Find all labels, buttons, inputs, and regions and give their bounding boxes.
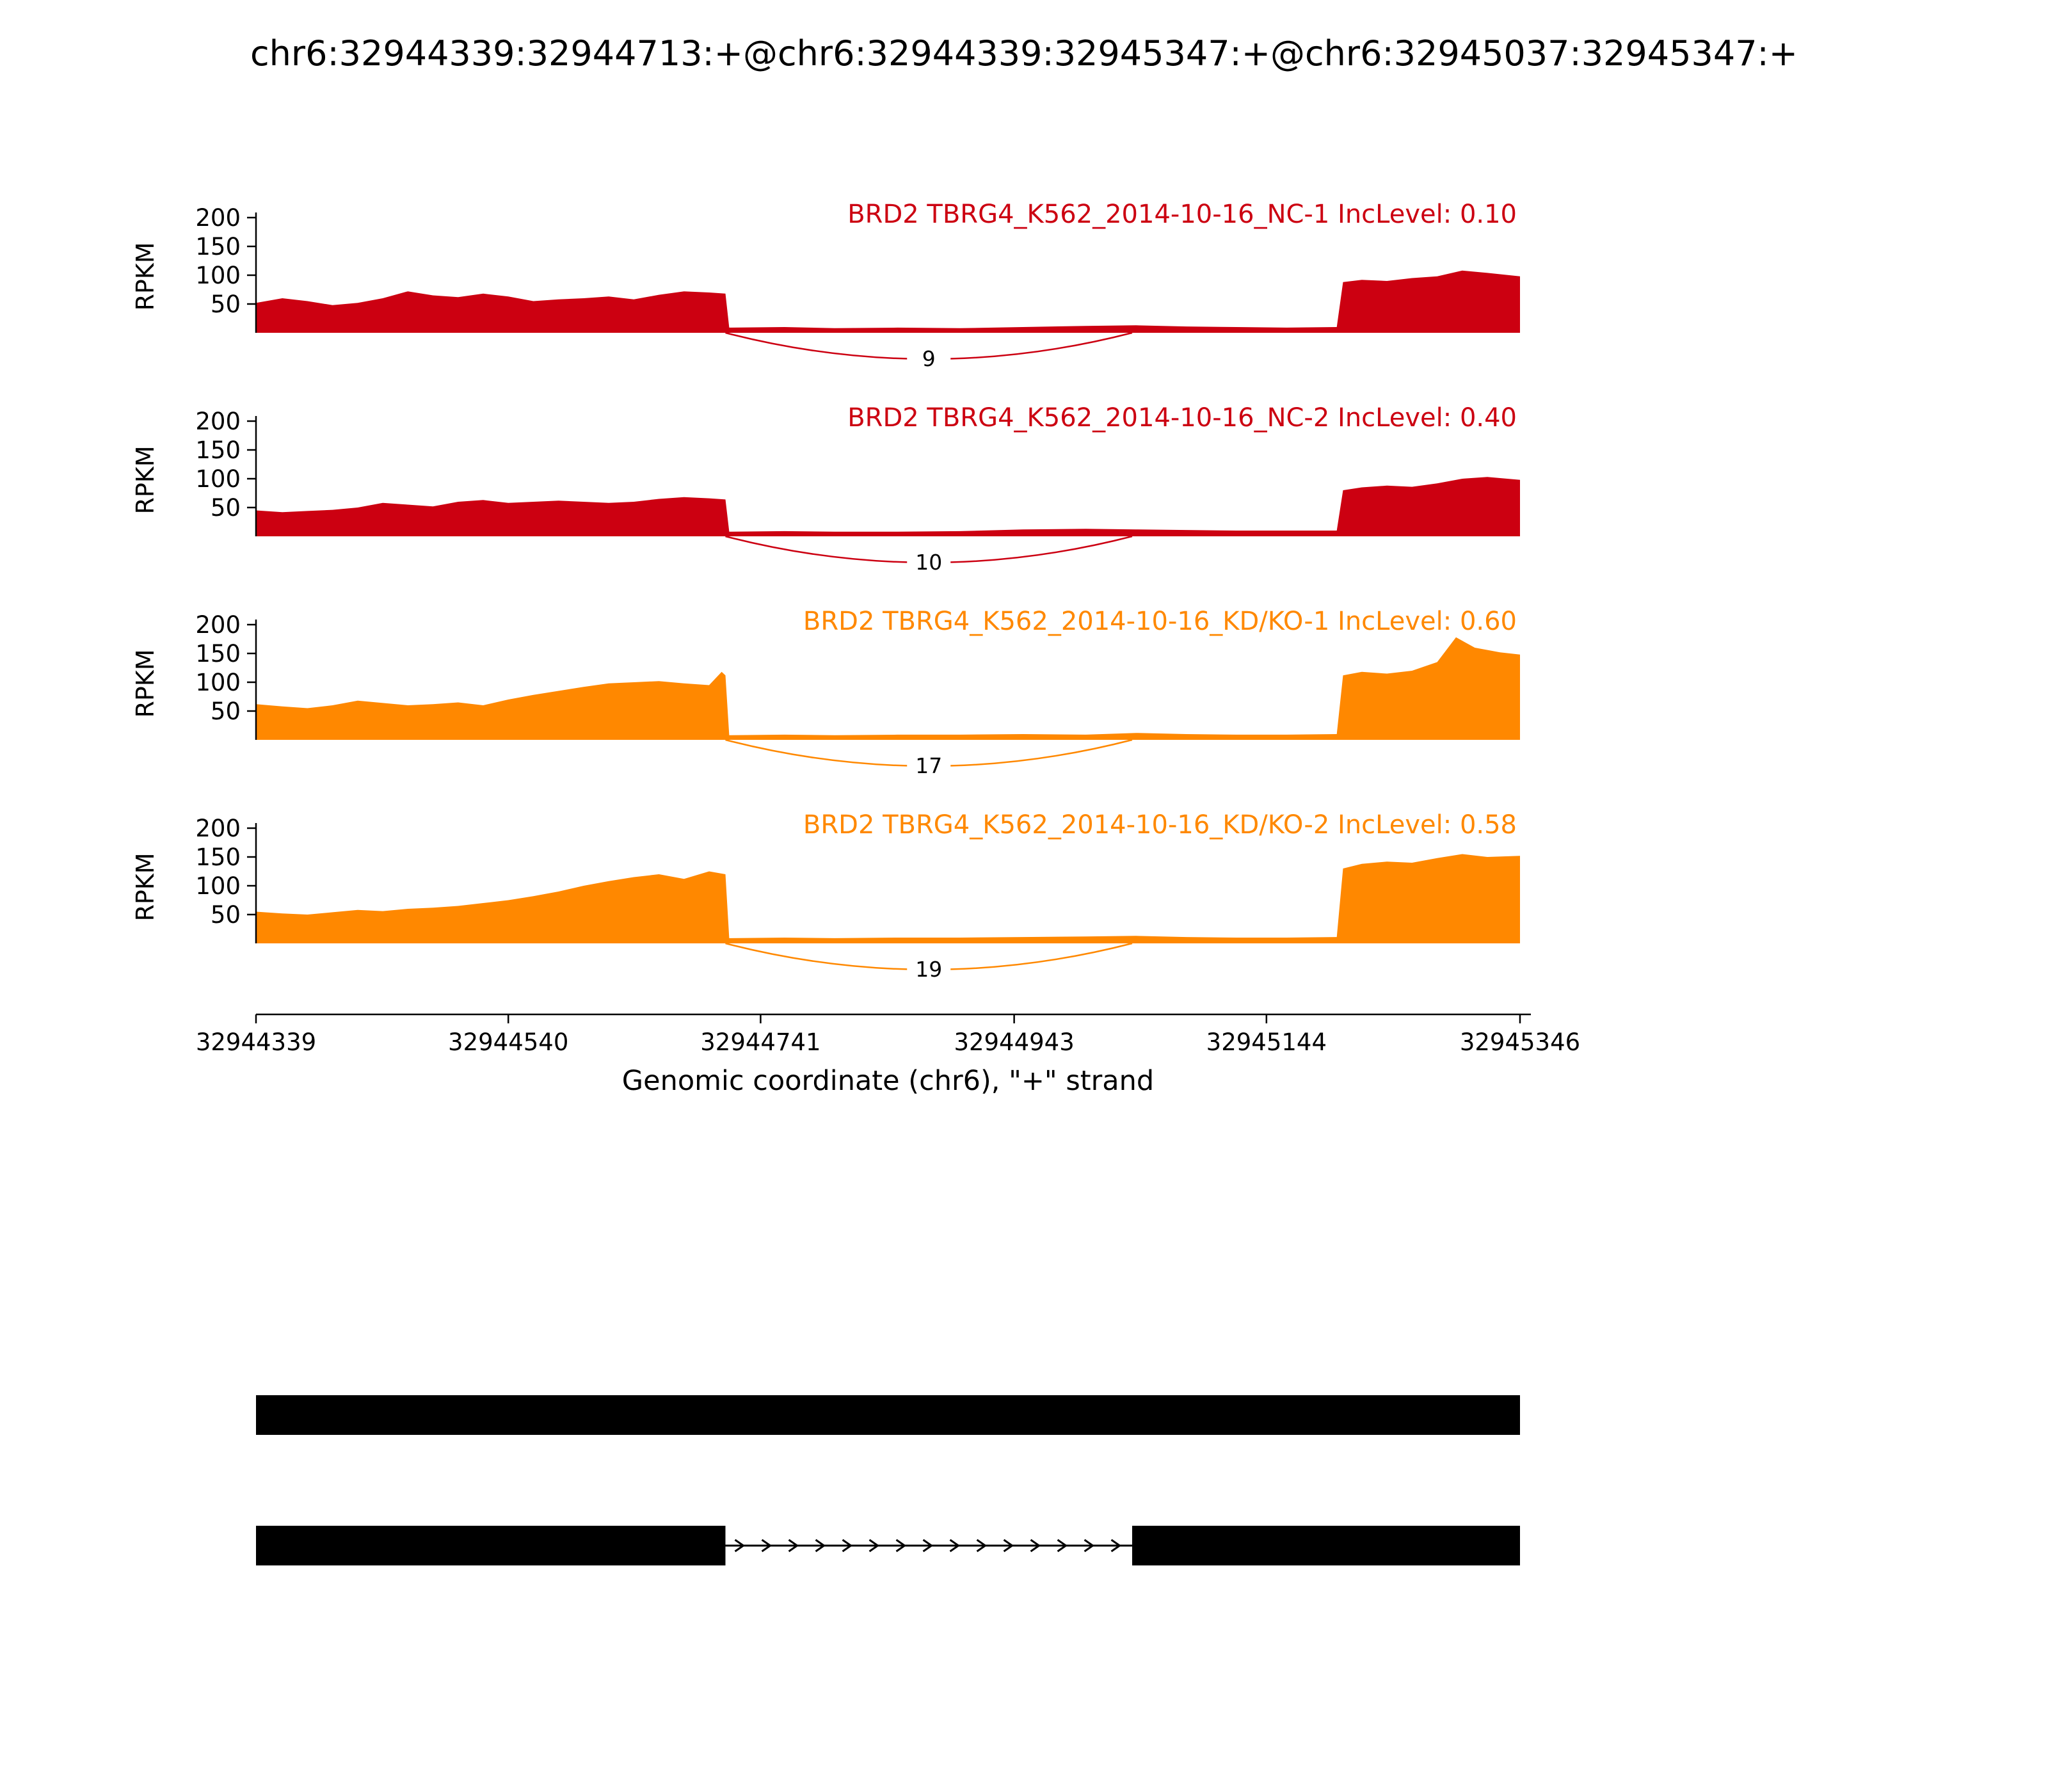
- x-tick-label: 32944339: [196, 1028, 316, 1056]
- x-tick-label: 32944741: [700, 1028, 820, 1056]
- track-title: BRD2 TBRG4_K562_2014-10-16_KD/KO-2 IncLe…: [803, 810, 1517, 840]
- y-tick-label: 150: [195, 640, 241, 668]
- junction-label-bg: [907, 753, 951, 780]
- junction-read-count: 9: [922, 346, 936, 371]
- exon-block: [256, 1395, 1520, 1435]
- y-tick-label: 200: [195, 815, 241, 842]
- coverage-area: [256, 270, 1520, 333]
- y-tick-label: 50: [211, 291, 241, 318]
- y-tick-label: 200: [195, 408, 241, 435]
- track-title: BRD2 TBRG4_K562_2014-10-16_KD/KO-1 IncLe…: [803, 607, 1517, 636]
- strand-arrow-icon: [976, 1539, 988, 1553]
- strand-arrow-icon: [788, 1539, 799, 1553]
- x-tick-label: 32945346: [1460, 1028, 1580, 1056]
- coverage-area: [256, 477, 1520, 536]
- x-tick-label: 32944943: [954, 1028, 1074, 1056]
- strand-arrow-icon: [868, 1539, 880, 1553]
- strand-arrow-icon: [815, 1539, 826, 1553]
- track-title: BRD2 TBRG4_K562_2014-10-16_NC-1 IncLevel…: [847, 200, 1517, 229]
- y-tick-label: 150: [195, 436, 241, 464]
- strand-arrow-icon: [922, 1539, 934, 1553]
- exon-block: [256, 1526, 726, 1565]
- gene-model: [256, 1395, 1520, 1565]
- y-axis-label: RPKM: [131, 242, 159, 310]
- junction-read-count: 19: [915, 957, 942, 982]
- exon-block: [1132, 1526, 1520, 1565]
- y-tick-label: 50: [211, 494, 241, 522]
- junction-read-count: 10: [915, 550, 942, 575]
- strand-arrow-icon: [734, 1539, 746, 1553]
- y-tick-label: 100: [195, 262, 241, 289]
- y-tick-label: 50: [211, 698, 241, 725]
- y-axis-label: RPKM: [131, 445, 159, 514]
- strand-arrow-icon: [1057, 1539, 1068, 1553]
- junction-label-bg: [907, 956, 951, 983]
- y-tick-label: 50: [211, 901, 241, 929]
- isoform-1: [256, 1395, 1520, 1435]
- y-tick-label: 150: [195, 844, 241, 871]
- x-axis-title: Genomic coordinate (chr6), "+" strand: [622, 1065, 1154, 1097]
- y-tick-label: 100: [195, 872, 241, 900]
- strand-arrow-icon: [1084, 1539, 1095, 1553]
- strand-arrow-icon: [1003, 1539, 1014, 1553]
- strand-arrow-icon: [1030, 1539, 1041, 1553]
- strand-arrow-icon: [1110, 1539, 1122, 1553]
- y-tick-label: 150: [195, 233, 241, 260]
- junction-label-bg: [907, 549, 951, 576]
- track-title: BRD2 TBRG4_K562_2014-10-16_NC-2 IncLevel…: [847, 403, 1517, 433]
- y-tick-label: 100: [195, 669, 241, 696]
- y-axis-label: RPKM: [131, 649, 159, 717]
- junction-label-bg: [907, 346, 951, 372]
- y-tick-label: 100: [195, 465, 241, 493]
- junction-read-count: 17: [915, 753, 942, 778]
- y-tick-label: 200: [195, 204, 241, 232]
- y-tick-label: 200: [195, 611, 241, 639]
- strand-arrow-icon: [842, 1539, 853, 1553]
- isoform-2: [256, 1526, 1520, 1565]
- y-axis-label: RPKM: [131, 852, 159, 921]
- strand-arrow-icon: [761, 1539, 772, 1553]
- strand-arrow-icon: [895, 1539, 907, 1553]
- plot-title: chr6:32944339:32944713:+@chr6:32944339:3…: [250, 33, 1798, 74]
- coverage-area: [256, 637, 1520, 740]
- x-tick-label: 32945144: [1206, 1028, 1327, 1056]
- x-tick-label: 32944540: [448, 1028, 568, 1056]
- x-axis: 32944339 32944540 32944741 32944943 32945144…: [196, 1013, 1580, 1097]
- coverage-area: [256, 854, 1520, 943]
- strand-arrow-icon: [949, 1539, 961, 1553]
